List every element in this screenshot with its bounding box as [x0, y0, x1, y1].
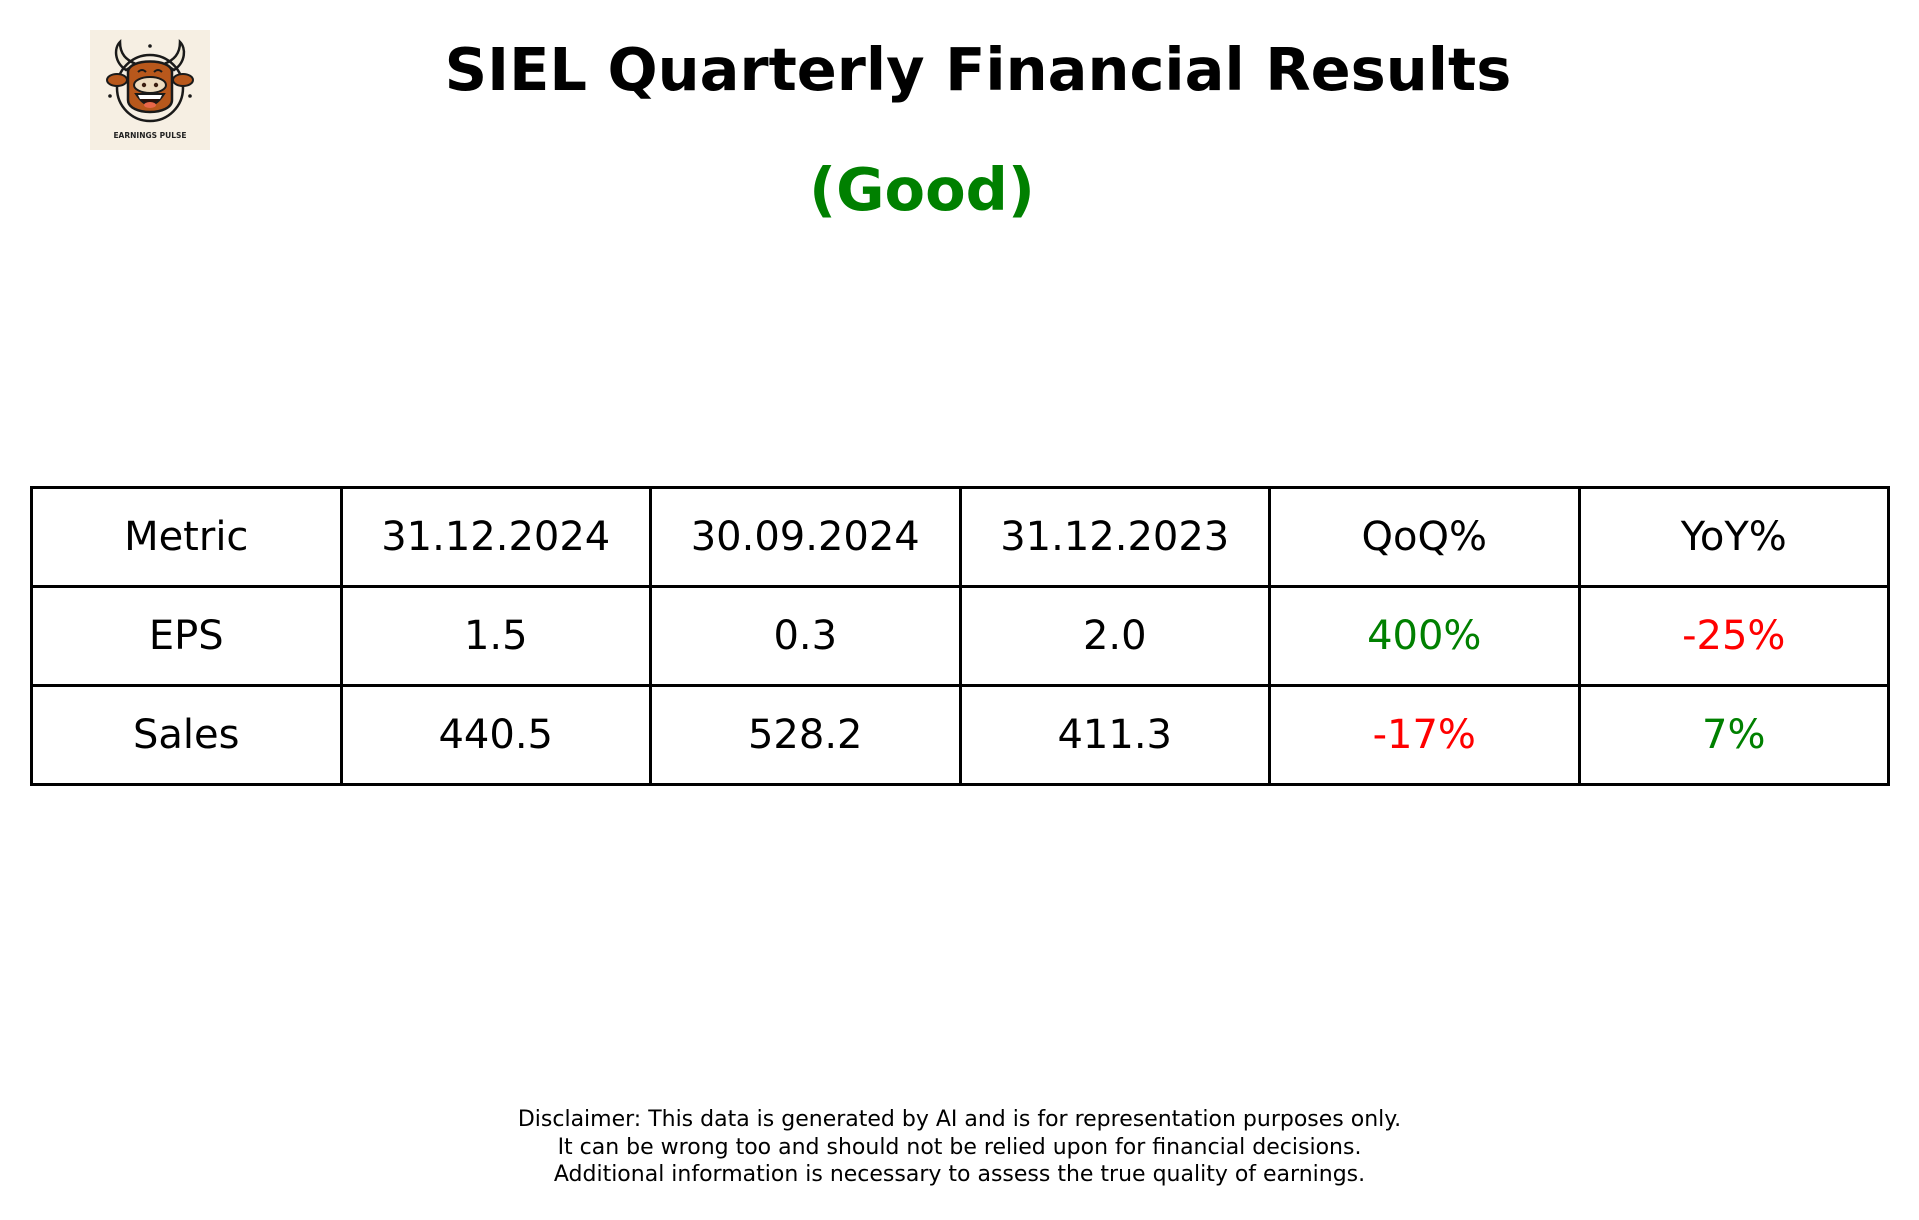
column-header-year-ago-quarter: 31.12.2023 [958, 486, 1271, 588]
disclaimer-line: Disclaimer: This data is generated by AI… [517, 1107, 1402, 1132]
disclaimer: Disclaimer: This data is generated by AI… [0, 1106, 1919, 1189]
table-row: EPS 1.5 0.3 2.0 400% -25% [30, 585, 1890, 687]
previous-quarter-value: 528.2 [649, 684, 962, 786]
page-title: SIEL Quarterly Financial Results [444, 35, 1512, 104]
column-header-qoq: QoQ% [1268, 486, 1581, 588]
qoq-change: -17% [1268, 684, 1581, 786]
year-ago-quarter-value: 2.0 [958, 585, 1271, 687]
column-header-current-quarter: 31.12.2024 [339, 486, 652, 588]
disclaimer-line: Additional information is necessary to a… [553, 1162, 1366, 1187]
yoy-change: -25% [1577, 585, 1890, 687]
financial-results-table: Metric 31.12.2024 30.09.2024 31.12.2023 … [30, 486, 1890, 786]
current-quarter-value: 1.5 [339, 585, 652, 687]
column-header-metric: Metric [30, 486, 343, 588]
svg-text:EARNINGS PULSE: EARNINGS PULSE [113, 131, 186, 140]
yoy-change: 7% [1577, 684, 1890, 786]
metric-label: Sales [30, 684, 343, 786]
disclaimer-line: It can be wrong too and should not be re… [557, 1134, 1362, 1160]
table-header-row: Metric 31.12.2024 30.09.2024 31.12.2023 … [30, 486, 1890, 588]
table-row: Sales 440.5 528.2 411.3 -17% 7% [30, 684, 1890, 786]
bull-mascot-icon: EARNINGS PULSE [90, 30, 210, 150]
metric-label: EPS [30, 585, 343, 687]
column-header-previous-quarter: 30.09.2024 [649, 486, 962, 588]
current-quarter-value: 440.5 [339, 684, 652, 786]
year-ago-quarter-value: 411.3 [958, 684, 1271, 786]
previous-quarter-value: 0.3 [649, 585, 962, 687]
rating-badge: (Good) [809, 155, 1035, 224]
earnings-pulse-logo: EARNINGS PULSE [90, 30, 210, 150]
qoq-change: 400% [1268, 585, 1581, 687]
column-header-yoy: YoY% [1577, 486, 1890, 588]
